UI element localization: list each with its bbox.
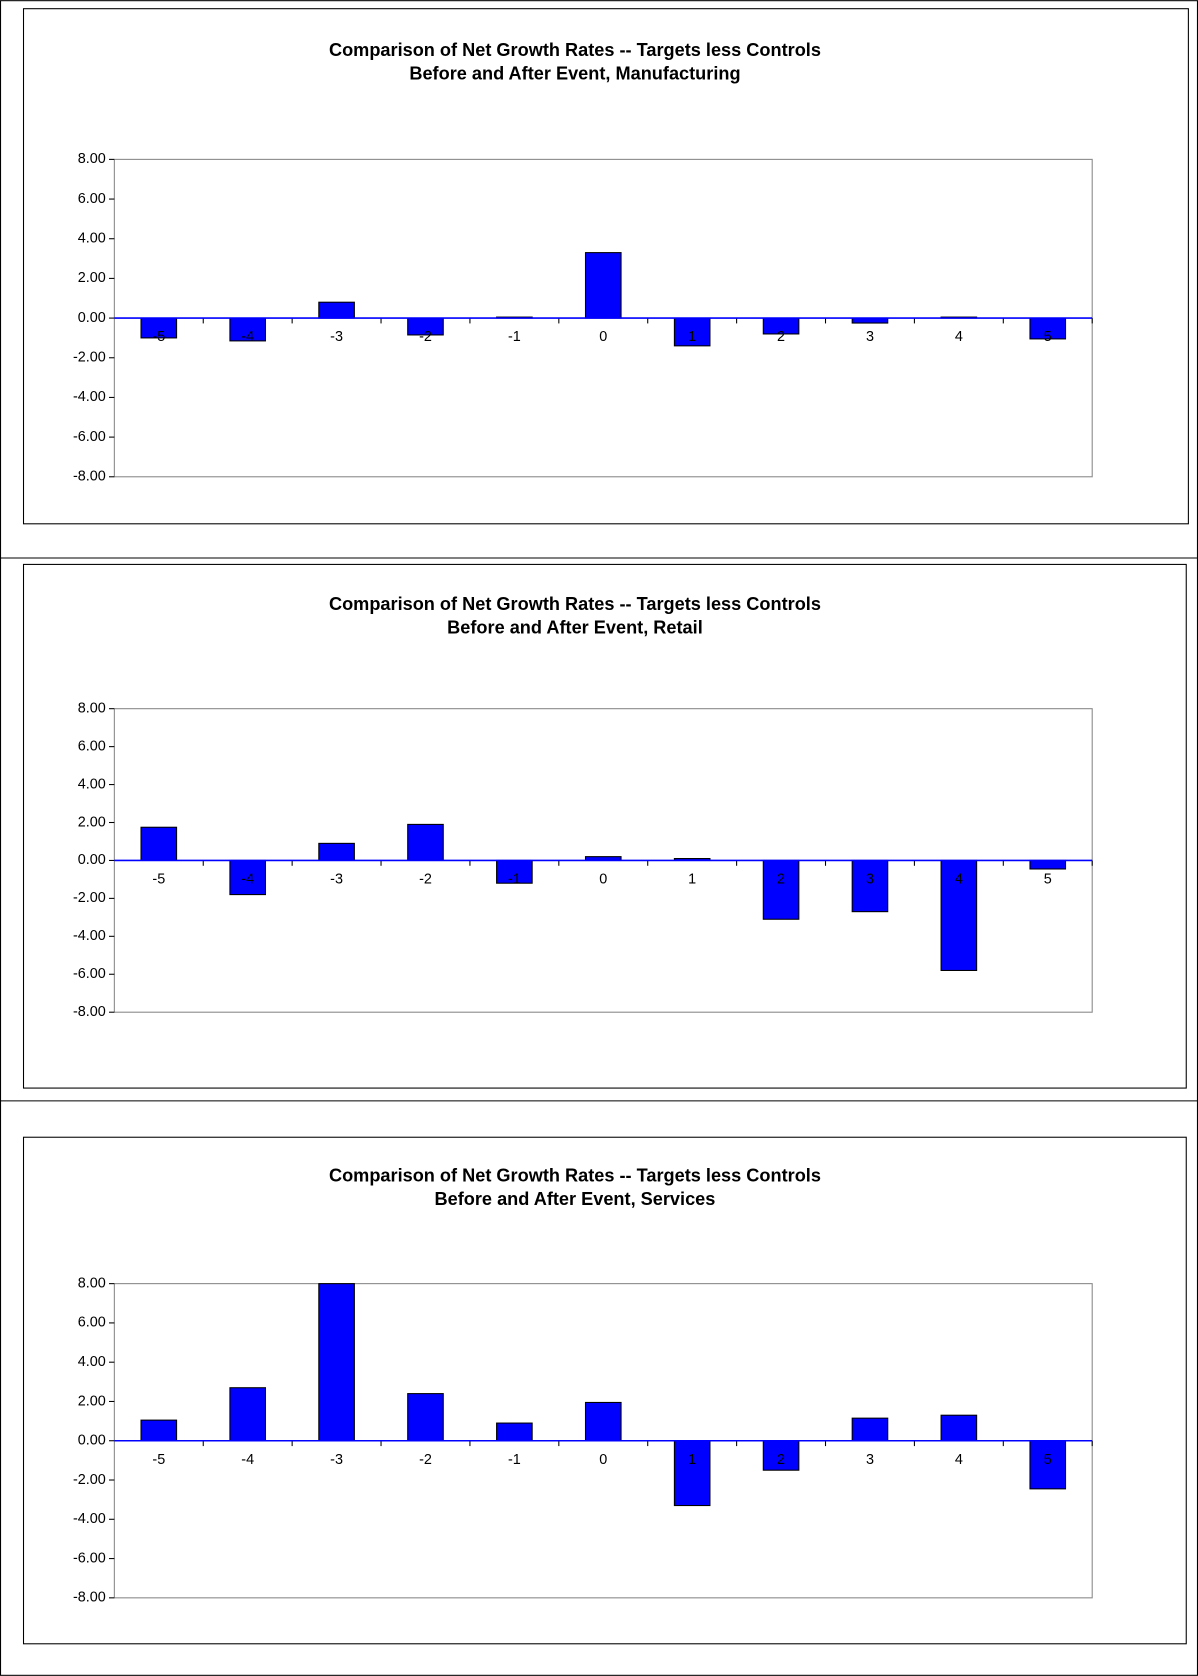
x-tick-label: 4 — [955, 1452, 963, 1468]
bar — [407, 1393, 444, 1442]
bar — [229, 1387, 267, 1442]
y-tick-label: -6.00 — [73, 966, 106, 982]
y-tick-label: 0.00 — [78, 1433, 106, 1449]
bar — [940, 1414, 978, 1442]
x-tick-label: 4 — [955, 329, 963, 345]
y-tick-label: -8.00 — [73, 469, 106, 485]
x-tick-label: -4 — [241, 871, 254, 887]
x-tick-label: 2 — [777, 871, 785, 887]
y-tick-label: 6.00 — [78, 191, 106, 207]
x-tick-label: 0 — [599, 329, 607, 345]
x-tick-label: -5 — [152, 1452, 165, 1468]
bar — [673, 1440, 711, 1507]
y-tick-label: 4.00 — [78, 1354, 106, 1370]
x-tick-label: 0 — [599, 871, 607, 887]
y-tick-label: 2.00 — [78, 814, 106, 830]
chart-title: Comparison of Net Growth Rates -- Target… — [329, 1166, 821, 1186]
x-tick-label: -4 — [241, 1452, 254, 1468]
bar — [673, 317, 711, 347]
bar — [1029, 859, 1067, 870]
x-tick-label: 2 — [777, 1452, 785, 1468]
y-tick-label: 8.00 — [78, 701, 106, 717]
bar — [496, 1422, 533, 1442]
y-tick-label: -2.00 — [73, 1472, 106, 1488]
y-tick-label: -4.00 — [73, 928, 106, 944]
bar — [140, 826, 178, 861]
bar — [1029, 1440, 1067, 1490]
x-tick-label: -3 — [330, 1452, 343, 1468]
chart-subtitle: Before and After Event, Manufacturing — [409, 64, 740, 84]
bar — [318, 842, 355, 861]
x-tick-label: 5 — [1044, 1452, 1052, 1468]
x-tick-label: -3 — [330, 329, 343, 345]
y-tick-label: -2.00 — [73, 350, 106, 366]
x-tick-label: 5 — [1044, 329, 1052, 345]
bar — [851, 859, 889, 913]
y-tick-label: -4.00 — [73, 389, 106, 405]
chart-subtitle: Before and After Event, Services — [435, 1189, 716, 1209]
y-tick-label: -2.00 — [73, 890, 106, 906]
bar — [318, 301, 355, 319]
y-tick-label: -8.00 — [73, 1004, 106, 1020]
y-tick-label: 0.00 — [78, 310, 106, 326]
x-tick-label: -5 — [152, 329, 165, 345]
x-tick-label: -3 — [330, 871, 343, 887]
y-tick-label: 4.00 — [78, 776, 106, 792]
x-tick-label: -1 — [508, 329, 521, 345]
y-tick-label: 2.00 — [78, 1393, 106, 1409]
x-tick-label: 3 — [866, 329, 874, 345]
chart-title: Comparison of Net Growth Rates -- Target… — [329, 594, 821, 614]
x-tick-label: -5 — [152, 871, 165, 887]
chart-frame — [22, 1136, 1187, 1645]
x-tick-label: 1 — [688, 871, 696, 887]
y-tick-label: -8.00 — [73, 1590, 106, 1606]
x-tick-label: 3 — [866, 1452, 874, 1468]
y-tick-label: -4.00 — [73, 1511, 106, 1527]
chart-subtitle: Before and After Event, Retail — [447, 617, 703, 637]
y-tick-label: 0.00 — [78, 852, 106, 868]
x-tick-label: 0 — [599, 1452, 607, 1468]
x-tick-label: -2 — [419, 871, 432, 887]
x-tick-label: 4 — [955, 871, 963, 887]
y-tick-label: 4.00 — [78, 231, 106, 247]
x-tick-label: 2 — [777, 329, 785, 345]
y-tick-label: 8.00 — [78, 151, 106, 167]
bar — [584, 252, 622, 319]
y-tick-label: 8.00 — [78, 1275, 106, 1291]
bar — [762, 859, 800, 920]
bar — [140, 1419, 178, 1442]
bar — [229, 859, 267, 896]
x-tick-label: 5 — [1044, 871, 1052, 887]
bar — [584, 1401, 622, 1442]
y-tick-label: 2.00 — [78, 270, 106, 286]
x-tick-label: 1 — [688, 329, 696, 345]
bar — [851, 1417, 889, 1442]
x-tick-label: 3 — [866, 871, 874, 887]
bar — [318, 1283, 355, 1442]
x-tick-label: 1 — [688, 1452, 696, 1468]
x-tick-label: -2 — [419, 329, 432, 345]
x-tick-label: -4 — [241, 329, 254, 345]
y-tick-label: -6.00 — [73, 429, 106, 445]
chart-frame — [22, 563, 1187, 1089]
bar — [762, 1440, 800, 1471]
bar — [940, 859, 978, 971]
y-tick-label: 6.00 — [78, 738, 106, 754]
x-tick-label: -1 — [508, 871, 521, 887]
x-tick-label: -2 — [419, 1452, 432, 1468]
x-tick-label: -1 — [508, 1452, 521, 1468]
chart-title: Comparison of Net Growth Rates -- Target… — [329, 40, 821, 60]
y-tick-label: -6.00 — [73, 1550, 106, 1566]
y-tick-label: 6.00 — [78, 1315, 106, 1331]
bar — [407, 823, 444, 861]
